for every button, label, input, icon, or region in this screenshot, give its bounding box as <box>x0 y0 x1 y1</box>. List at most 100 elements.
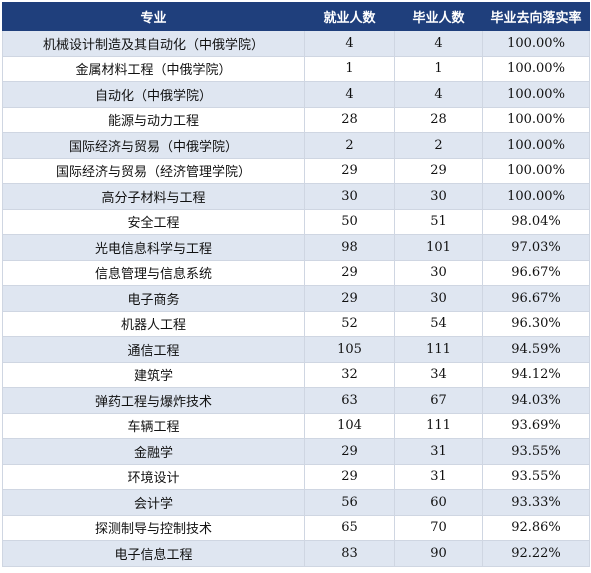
header-major: 专业 <box>2 2 305 31</box>
placement-rate-cell: 93.69% <box>482 412 590 439</box>
table-row: 金属材料工程（中俄学院） 1 1 100.00% <box>2 55 590 82</box>
table-row: 机器人工程 52 54 96.30% <box>2 310 590 337</box>
graduate-count-cell: 60 <box>394 489 483 516</box>
placement-rate-cell: 98.04% <box>482 208 590 235</box>
placement-rate-cell: 96.67% <box>482 259 590 286</box>
graduate-count-cell: 70 <box>394 514 483 541</box>
graduate-count-cell: 1 <box>394 55 483 82</box>
placement-rate-cell: 100.00% <box>482 106 590 133</box>
table-row: 安全工程 50 51 98.04% <box>2 208 590 235</box>
employed-count-cell: 4 <box>304 81 395 108</box>
major-cell: 能源与动力工程 <box>2 106 305 133</box>
placement-rate-cell: 94.12% <box>482 361 590 388</box>
graduate-count-cell: 30 <box>394 183 483 210</box>
table-row: 光电信息科学与工程 98 101 97.03% <box>2 234 590 261</box>
placement-rate-cell: 96.30% <box>482 310 590 337</box>
placement-rate-cell: 93.33% <box>482 489 590 516</box>
placement-rate-cell: 100.00% <box>482 157 590 184</box>
table-row: 国际经济与贸易（中俄学院） 2 2 100.00% <box>2 132 590 159</box>
table-row: 探测制导与控制技术 65 70 92.86% <box>2 514 590 541</box>
employed-count-cell: 83 <box>304 540 395 567</box>
major-cell: 金属材料工程（中俄学院） <box>2 55 305 82</box>
major-cell: 机器人工程 <box>2 310 305 337</box>
employed-count-cell: 2 <box>304 132 395 159</box>
table-row: 高分子材料与工程 30 30 100.00% <box>2 183 590 210</box>
placement-rate-cell: 92.22% <box>482 540 590 567</box>
major-cell: 国际经济与贸易（经济管理学院） <box>2 157 305 184</box>
employed-count-cell: 29 <box>304 285 395 312</box>
graduate-count-cell: 31 <box>394 463 483 490</box>
table-row: 电子信息工程 83 90 92.22% <box>2 540 590 567</box>
employed-count-cell: 32 <box>304 361 395 388</box>
employed-count-cell: 63 <box>304 387 395 414</box>
graduate-count-cell: 34 <box>394 361 483 388</box>
employed-count-cell: 30 <box>304 183 395 210</box>
graduate-count-cell: 30 <box>394 259 483 286</box>
header-graduate-count: 毕业人数 <box>394 2 483 31</box>
graduate-count-cell: 51 <box>394 208 483 235</box>
major-cell: 车辆工程 <box>2 412 305 439</box>
graduate-count-cell: 111 <box>394 412 483 439</box>
graduate-count-cell: 111 <box>394 336 483 363</box>
major-cell: 光电信息科学与工程 <box>2 234 305 261</box>
graduate-count-cell: 54 <box>394 310 483 337</box>
employed-count-cell: 56 <box>304 489 395 516</box>
major-cell: 弹药工程与爆炸技术 <box>2 387 305 414</box>
graduate-count-cell: 90 <box>394 540 483 567</box>
major-cell: 会计学 <box>2 489 305 516</box>
graduate-count-cell: 67 <box>394 387 483 414</box>
placement-rate-cell: 97.03% <box>482 234 590 261</box>
employed-count-cell: 29 <box>304 463 395 490</box>
major-cell: 信息管理与信息系统 <box>2 259 305 286</box>
table-row: 通信工程 105 111 94.59% <box>2 336 590 363</box>
major-cell: 通信工程 <box>2 336 305 363</box>
graduate-count-cell: 30 <box>394 285 483 312</box>
table-row: 电子商务 29 30 96.67% <box>2 285 590 312</box>
placement-rate-cell: 100.00% <box>482 132 590 159</box>
placement-rate-cell: 94.03% <box>482 387 590 414</box>
major-cell: 国际经济与贸易（中俄学院） <box>2 132 305 159</box>
table-row: 能源与动力工程 28 28 100.00% <box>2 106 590 133</box>
table-row: 会计学 56 60 93.33% <box>2 489 590 516</box>
employed-count-cell: 52 <box>304 310 395 337</box>
graduate-count-cell: 31 <box>394 438 483 465</box>
employed-count-cell: 29 <box>304 438 395 465</box>
table-row: 信息管理与信息系统 29 30 96.67% <box>2 259 590 286</box>
employed-count-cell: 105 <box>304 336 395 363</box>
table-row: 建筑学 32 34 94.12% <box>2 361 590 388</box>
graduate-count-cell: 4 <box>394 30 483 57</box>
header-placement-rate: 毕业去向落实率 <box>482 2 590 31</box>
table-header: 专业 就业人数 毕业人数 毕业去向落实率 <box>2 2 590 31</box>
employed-count-cell: 28 <box>304 106 395 133</box>
table-row: 机械设计制造及其自动化（中俄学院） 4 4 100.00% <box>2 30 590 57</box>
table-row: 弹药工程与爆炸技术 63 67 94.03% <box>2 387 590 414</box>
major-cell: 电子商务 <box>2 285 305 312</box>
major-cell: 机械设计制造及其自动化（中俄学院） <box>2 30 305 57</box>
major-cell: 高分子材料与工程 <box>2 183 305 210</box>
graduate-count-cell: 4 <box>394 81 483 108</box>
placement-rate-cell: 93.55% <box>482 438 590 465</box>
employed-count-cell: 29 <box>304 157 395 184</box>
placement-rate-cell: 94.59% <box>482 336 590 363</box>
major-cell: 电子信息工程 <box>2 540 305 567</box>
major-cell: 环境设计 <box>2 463 305 490</box>
major-cell: 探测制导与控制技术 <box>2 514 305 541</box>
placement-rate-cell: 100.00% <box>482 30 590 57</box>
table-body: 机械设计制造及其自动化（中俄学院） 4 4 100.00% 金属材料工程（中俄学院） 1 1… <box>2 30 590 567</box>
employed-count-cell: 29 <box>304 259 395 286</box>
employed-count-cell: 104 <box>304 412 395 439</box>
employed-count-cell: 1 <box>304 55 395 82</box>
employed-count-cell: 4 <box>304 30 395 57</box>
table-row: 国际经济与贸易（经济管理学院） 29 29 100.00% <box>2 157 590 184</box>
graduate-count-cell: 101 <box>394 234 483 261</box>
placement-rate-cell: 92.86% <box>482 514 590 541</box>
header-employed-count: 就业人数 <box>304 2 395 31</box>
table-row: 金融学 29 31 93.55% <box>2 438 590 465</box>
header-row: 专业 就业人数 毕业人数 毕业去向落实率 <box>2 2 590 31</box>
major-cell: 安全工程 <box>2 208 305 235</box>
graduate-count-cell: 28 <box>394 106 483 133</box>
major-cell: 金融学 <box>2 438 305 465</box>
placement-rate-cell: 100.00% <box>482 55 590 82</box>
employed-count-cell: 65 <box>304 514 395 541</box>
